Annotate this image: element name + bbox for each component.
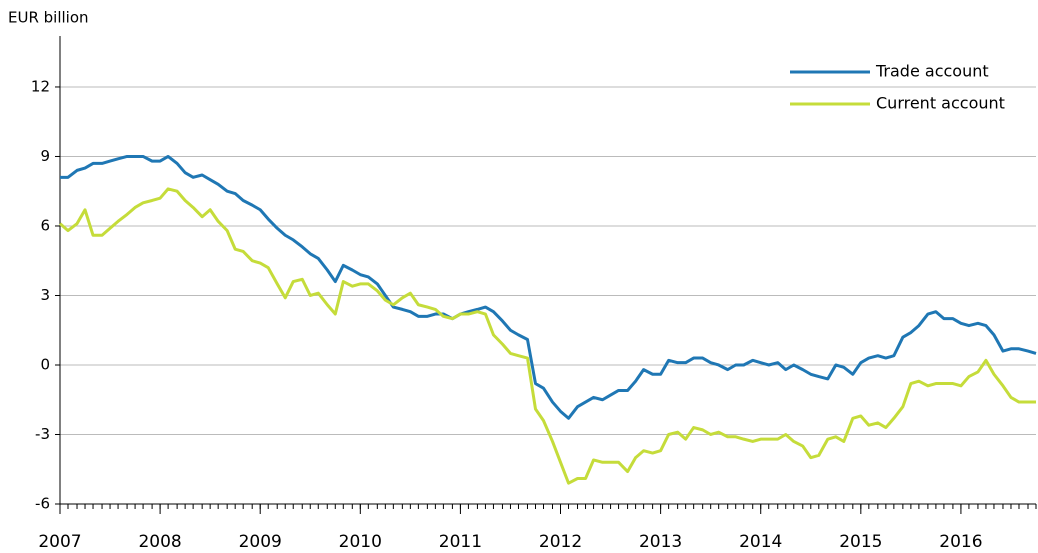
y-tick-label: 12: [31, 77, 50, 95]
y-tick-label: 6: [40, 216, 50, 234]
x-tick-label: 2009: [239, 532, 282, 552]
y-tick-label: -3: [35, 425, 50, 443]
y-tick-label: -6: [35, 495, 50, 513]
legend-label: Trade account: [875, 62, 989, 81]
series-line: [59, 187, 1036, 485]
x-tick-label: 2008: [138, 532, 181, 552]
series-line: [60, 154, 1037, 420]
x-tick-label: 2015: [839, 532, 882, 552]
x-tick-label: 2013: [639, 532, 682, 552]
x-tick-label: 2007: [38, 532, 81, 552]
x-tick-label: 2012: [539, 532, 582, 552]
y-axis-label: EUR billion: [8, 9, 89, 27]
legend-label: Current account: [876, 94, 1005, 113]
y-tick-label: 0: [40, 355, 50, 373]
x-tick-label: 2011: [439, 532, 482, 552]
x-tick-label: 2010: [339, 532, 382, 552]
x-tick-label: 2014: [739, 532, 782, 552]
y-tick-label: 3: [40, 286, 50, 304]
x-tick-label: 2016: [939, 532, 982, 552]
y-tick-label: 9: [40, 147, 50, 165]
